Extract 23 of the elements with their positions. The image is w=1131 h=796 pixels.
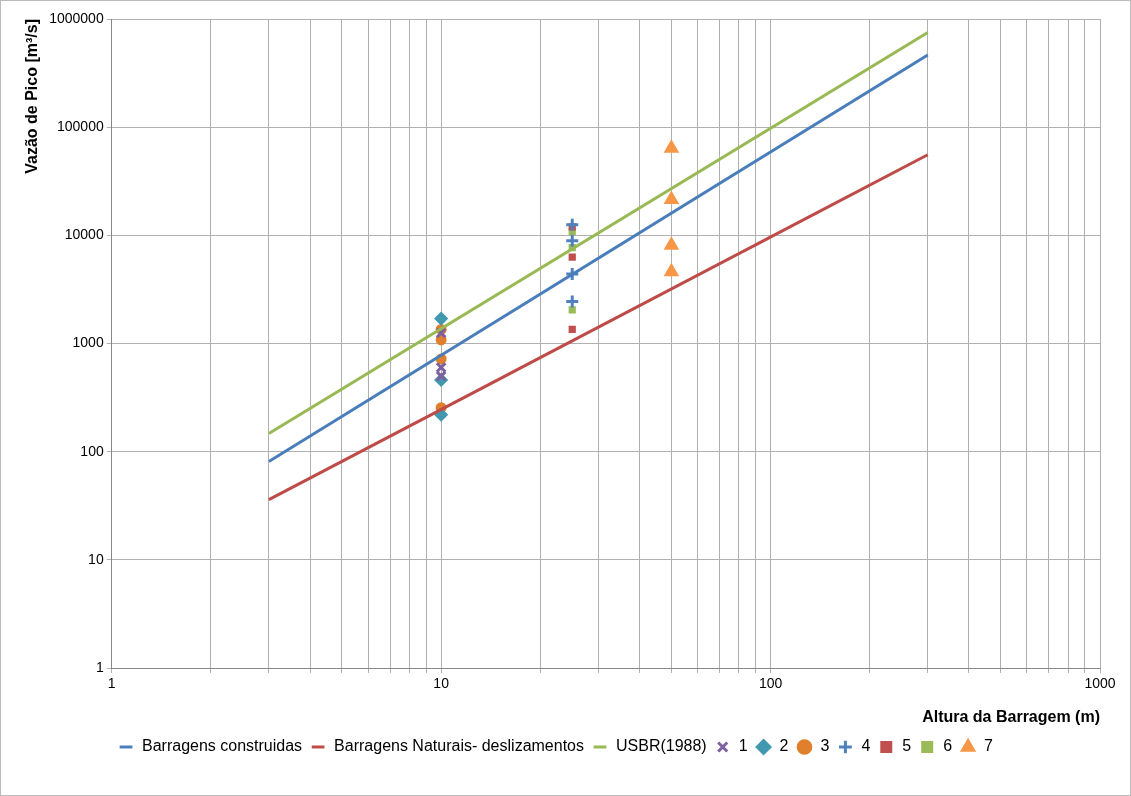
x-axis-title: Altura da Barragem (m) (922, 707, 1100, 725)
legend-label: USBR(1988) (615, 737, 707, 755)
legend-label: 7 (984, 737, 994, 755)
legend-label: 5 (902, 737, 912, 755)
y-axis-title: Vazão de Pico [m³/s] (23, 19, 41, 174)
x-tick-label: 1000 (1084, 675, 1116, 692)
legend-label: 3 (820, 737, 830, 755)
legend-label: Barragens Naturais- deslizamentos (334, 737, 584, 755)
legend-label: Barragens construidas (142, 737, 303, 755)
x-tick-label: 100 (758, 675, 783, 692)
y-tick-label: 1000 (72, 334, 104, 351)
y-tick-label: 100 (80, 442, 104, 459)
y-tick-label: 1000000 (49, 9, 104, 26)
y-tick-label: 10000 (64, 226, 104, 243)
y-tick-label: 10 (88, 550, 104, 567)
legend-label: 1 (738, 737, 748, 755)
legend-label: 6 (943, 737, 953, 755)
y-tick-label: 1 (95, 658, 104, 675)
y-tick-label: 100000 (56, 118, 104, 135)
legend-label: 2 (779, 737, 789, 755)
x-tick-label: 10 (433, 675, 450, 692)
legend-label: 4 (861, 737, 871, 755)
x-tick-label: 1 (107, 675, 116, 692)
